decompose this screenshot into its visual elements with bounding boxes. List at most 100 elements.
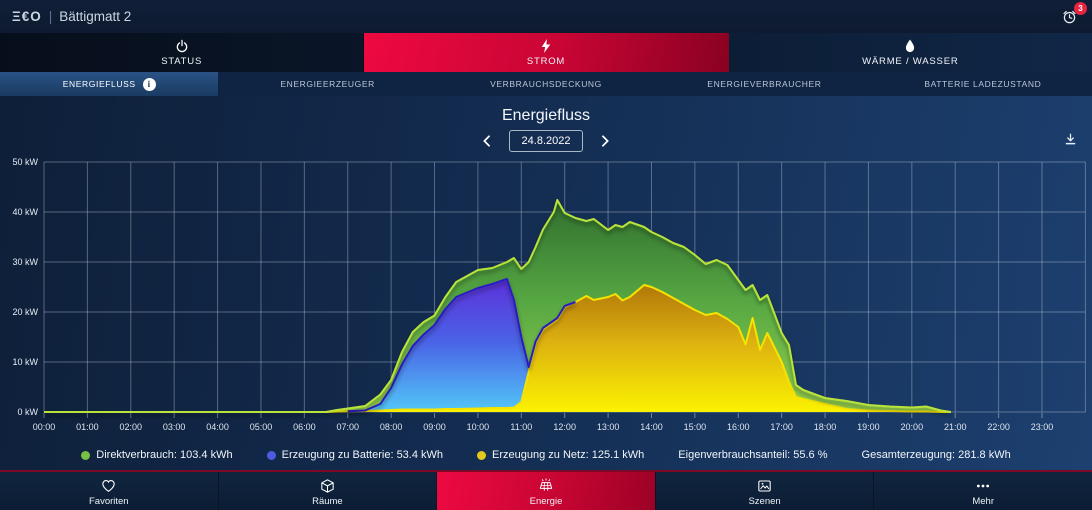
download-icon <box>1065 133 1076 145</box>
energy-flow-chart[interactable]: 00:00 01:00 02:00 03:00 04:00 05:00 06:00 07:00… <box>0 96 1092 470</box>
subtab-energieverbraucher[interactable]: ENERGIEVERBRAUCHER <box>655 72 873 96</box>
svg-text:07:00: 07:00 <box>336 422 359 432</box>
date-picker[interactable]: 24.8.2022 <box>508 130 584 152</box>
chevron-left-icon <box>482 135 490 147</box>
svg-text:10 kW: 10 kW <box>12 357 38 367</box>
alarm-count-badge: 3 <box>1074 2 1087 15</box>
tab-label: STROM <box>526 56 566 67</box>
legend-label: Erzeugung zu Batterie: 53.4 kWh <box>281 449 444 461</box>
power-icon <box>176 39 187 53</box>
tab-strom[interactable]: STROM <box>364 33 729 72</box>
tab-status[interactable]: STATUS <box>0 33 365 72</box>
nav-raeume[interactable]: Räume <box>219 472 438 510</box>
tab-label: WÄRME / WASSER <box>862 56 959 67</box>
svg-text:30 kW: 30 kW <box>12 257 38 267</box>
svg-text:50 kW: 50 kW <box>12 157 38 167</box>
nav-label: Räume <box>312 495 343 507</box>
svg-text:16:00: 16:00 <box>727 422 750 432</box>
nav-label: Favoriten <box>88 495 129 507</box>
legend-item-gesamterzeugung: Gesamterzeugung: 281.8 kWh <box>862 449 1011 461</box>
info-icon[interactable]: i <box>142 77 156 91</box>
app-logo: Ξ€O <box>12 9 42 24</box>
app-header: Ξ€O | Bättigmatt 2 3 <box>0 0 1092 33</box>
next-day-button[interactable] <box>599 133 612 149</box>
legend-item-direktverbrauch: Direktverbrauch: 103.4 kWh <box>81 449 233 461</box>
cube-icon <box>321 478 334 493</box>
svg-text:02:00: 02:00 <box>120 422 143 432</box>
chevron-right-icon <box>602 135 610 147</box>
svg-text:11:00: 11:00 <box>510 422 532 432</box>
svg-text:23:00: 23:00 <box>1031 422 1054 432</box>
svg-text:17:00: 17:00 <box>770 422 793 432</box>
legend-item-erzeugung-netz: Erzeugung zu Netz: 125.1 kWh <box>477 449 644 461</box>
date-navigator: 24.8.2022 <box>0 130 1092 152</box>
previous-day-button[interactable] <box>480 133 493 149</box>
legend-item-eigenverbrauchsanteil: Eigenverbrauchsanteil: 55.6 % <box>678 449 827 461</box>
subtab-label: ENERGIEERZEUGER <box>280 79 375 89</box>
alarm-clock-button[interactable]: 3 <box>1059 2 1087 27</box>
svg-text:09:00: 09:00 <box>423 422 446 432</box>
tab-label: STATUS <box>161 56 203 67</box>
svg-text:19:00: 19:00 <box>857 422 880 432</box>
bottom-nav-bar: Favoriten Räume Energie Szenen <box>0 470 1092 510</box>
chart-legend: Direktverbrauch: 103.4 kWh Erzeugung zu … <box>0 449 1092 461</box>
svg-text:04:00: 04:00 <box>206 422 229 432</box>
svg-text:03:00: 03:00 <box>163 422 186 432</box>
heart-icon <box>102 479 116 492</box>
sub-tab-bar: ENERGIEFLUSS i ENERGIEERZEUGER VERBRAUCH… <box>0 72 1092 96</box>
subtab-label: BATTERIE LADEZUSTAND <box>924 79 1042 89</box>
svg-text:10:00: 10:00 <box>467 422 490 432</box>
svg-text:08:00: 08:00 <box>380 422 403 432</box>
nav-energie[interactable]: Energie <box>437 472 656 510</box>
scene-image-icon <box>758 479 771 492</box>
subtab-verbrauchsdeckung[interactable]: VERBRAUCHSDECKUNG <box>437 72 655 96</box>
svg-text:12:00: 12:00 <box>553 422 576 432</box>
svg-text:40 kW: 40 kW <box>12 207 38 217</box>
svg-text:13:00: 13:00 <box>597 422 620 432</box>
legend-label: Gesamterzeugung: 281.8 kWh <box>861 449 1011 461</box>
legend-label: Direktverbrauch: 103.4 kWh <box>96 449 233 461</box>
svg-text:0 kW: 0 kW <box>17 407 38 417</box>
svg-text:21:00: 21:00 <box>944 422 967 432</box>
more-dots-icon <box>977 484 990 487</box>
nav-szenen[interactable]: Szenen <box>656 472 875 510</box>
svg-text:20:00: 20:00 <box>901 422 924 432</box>
subtab-energiefluss[interactable]: ENERGIEFLUSS i <box>0 72 219 96</box>
water-drop-icon <box>906 39 915 53</box>
subtab-label: ENERGIEFLUSS <box>62 79 136 89</box>
solar-panel-icon <box>539 477 553 491</box>
main-tab-bar: STATUS STROM WÄRME / WASSER <box>0 33 1092 72</box>
nav-label: Szenen <box>748 495 781 507</box>
svg-text:20 kW: 20 kW <box>12 307 38 317</box>
legend-dot <box>81 450 91 460</box>
nav-mehr[interactable]: Mehr <box>874 472 1092 510</box>
svg-text:14:00: 14:00 <box>640 422 663 432</box>
svg-text:01:00: 01:00 <box>76 422 99 432</box>
brand: Ξ€O | Bättigmatt 2 <box>12 9 131 24</box>
svg-text:18:00: 18:00 <box>814 422 837 432</box>
legend-label: Eigenverbrauchsanteil: 55.6 % <box>678 449 828 461</box>
legend-dot <box>477 450 487 460</box>
subtab-batterie-ladezustand[interactable]: BATTERIE LADEZUSTAND <box>874 72 1092 96</box>
nav-label: Mehr <box>972 495 994 507</box>
site-name: Bättigmatt 2 <box>59 9 132 24</box>
nav-favoriten[interactable]: Favoriten <box>0 472 219 510</box>
svg-text:22:00: 22:00 <box>987 422 1010 432</box>
legend-label: Erzeugung zu Netz: 125.1 kWh <box>492 449 645 461</box>
svg-text:15:00: 15:00 <box>684 422 707 432</box>
brand-separator: | <box>48 9 53 24</box>
subtab-energieerzeuger[interactable]: ENERGIEERZEUGER <box>218 72 436 96</box>
legend-item-erzeugung-batterie: Erzeugung zu Batterie: 53.4 kWh <box>266 449 444 461</box>
svg-text:00:00: 00:00 <box>33 422 56 432</box>
tab-waerme-wasser[interactable]: WÄRME / WASSER <box>729 33 1092 72</box>
alarm-clock-icon <box>1063 10 1076 24</box>
page-title: Energiefluss <box>501 107 591 124</box>
subtab-label: ENERGIEVERBRAUCHER <box>707 79 822 89</box>
download-button[interactable] <box>1061 130 1080 152</box>
svg-text:06:00: 06:00 <box>293 422 316 432</box>
chart-section: 00:00 01:00 02:00 03:00 04:00 05:00 06:00 07:00… <box>0 96 1092 470</box>
subtab-label: VERBRAUCHSDECKUNG <box>490 79 602 89</box>
legend-dot <box>266 450 276 460</box>
svg-text:05:00: 05:00 <box>250 422 273 432</box>
